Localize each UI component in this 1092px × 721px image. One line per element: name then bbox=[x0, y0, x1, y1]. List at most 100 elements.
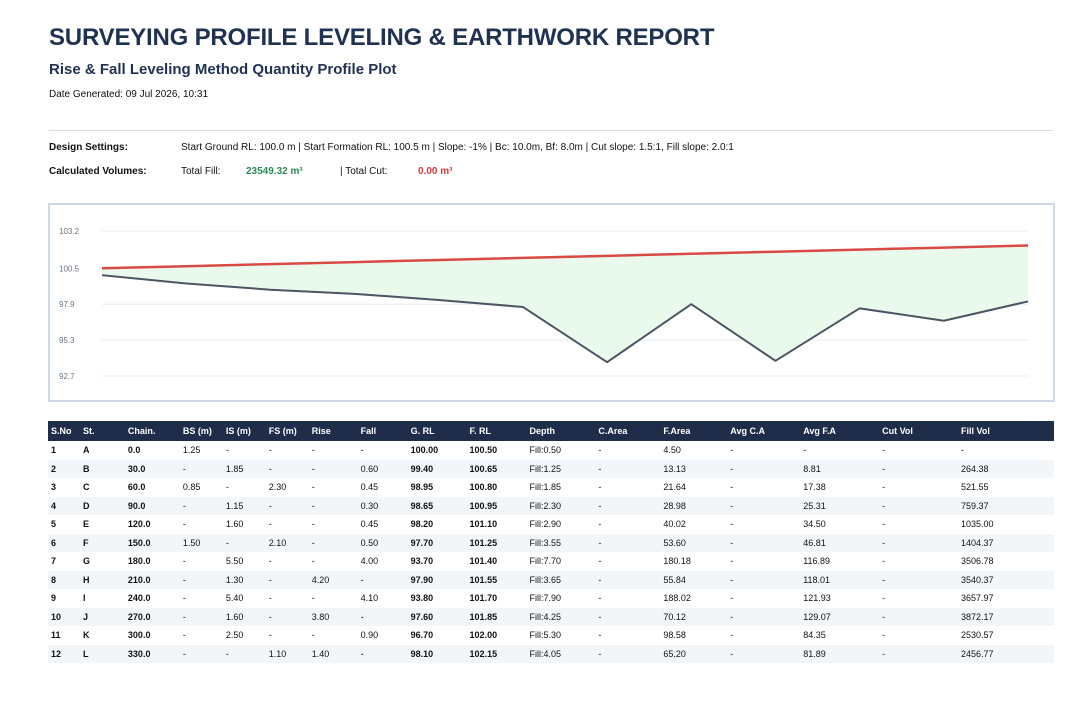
table-cell: Fill:2.30 bbox=[526, 496, 596, 515]
table-cell: - bbox=[882, 482, 886, 493]
table-cell: - bbox=[598, 630, 602, 641]
table-cell: - bbox=[882, 519, 886, 530]
table-cell: 2 bbox=[48, 459, 80, 478]
table-cell: Fill:3.65 bbox=[526, 570, 596, 589]
table-cell: - bbox=[727, 533, 801, 552]
table-cell: - bbox=[730, 556, 734, 567]
table-cell: 1.30 bbox=[222, 570, 266, 589]
table-cell: Fill:4.05 bbox=[526, 644, 596, 663]
table-cell: 6 bbox=[48, 533, 80, 552]
column-header: IS (m) bbox=[222, 421, 266, 441]
table-cell: 30.0 bbox=[124, 459, 180, 478]
table-cell: 97.90 bbox=[407, 570, 467, 589]
table-cell: 102.15 bbox=[466, 644, 527, 663]
table-cell: 0.90 bbox=[360, 630, 379, 641]
table-cell: 98.10 bbox=[407, 644, 467, 663]
table-cell: 65.20 bbox=[660, 644, 728, 663]
table-cell: Fill:1.85 bbox=[529, 482, 561, 493]
table-row: 2 B 30.0-1.85- -0.60 99.40 100.65 Fill:1.25-13… bbox=[48, 459, 1054, 478]
table-cell: - bbox=[960, 445, 964, 456]
table-cell: 40.02 bbox=[663, 519, 686, 530]
table-cell: - bbox=[727, 644, 801, 663]
table-cell: - bbox=[879, 644, 958, 663]
table-cell: 93.70 bbox=[410, 556, 434, 567]
table-cell: - bbox=[882, 593, 886, 604]
table-cell: 118.01 bbox=[800, 570, 880, 589]
table-cell: - bbox=[730, 593, 734, 604]
table-cell: 3.80 bbox=[308, 607, 358, 626]
table-cell: 2.30 bbox=[268, 482, 287, 493]
table-cell: - bbox=[598, 593, 602, 604]
table-cell: - bbox=[268, 630, 272, 641]
y-tick-label: 103.2 bbox=[59, 227, 80, 236]
table-cell: H bbox=[79, 570, 125, 589]
table-cell: - bbox=[179, 644, 223, 663]
table-cell: 270.0 bbox=[124, 607, 180, 626]
table-cell: 100.50 bbox=[469, 445, 498, 456]
column-header: St. bbox=[79, 421, 125, 441]
leveling-table: S.No St. Chain. BS (m) IS (m) FS (m) Rise Fall G… bbox=[48, 421, 1054, 663]
y-tick-label: 100.5 bbox=[59, 264, 80, 273]
table-cell: 4.50 bbox=[663, 445, 681, 456]
table-cell: - bbox=[308, 533, 358, 552]
table-cell: - bbox=[882, 556, 886, 567]
table-cell: 1404.37 bbox=[957, 533, 1054, 552]
table-cell: - bbox=[730, 519, 734, 530]
table-cell: - bbox=[598, 482, 602, 493]
table-row: 10 J 270.0-1.60-3.80-97.60 101.85 Fill:4.25-… bbox=[48, 607, 1054, 626]
profile-chart: 92.7 95.3 97.9 100.5 103.2 bbox=[48, 203, 1055, 402]
table-cell: 330.0 bbox=[124, 644, 180, 663]
table-cell: 55.84 bbox=[660, 570, 728, 589]
table-cell: 521.55 bbox=[960, 482, 989, 493]
column-header: Avg C.A bbox=[727, 421, 801, 441]
table-cell: 100.65 bbox=[466, 459, 527, 478]
table-cell: 97.60 bbox=[407, 607, 467, 626]
table-cell: 97.70 bbox=[407, 533, 467, 552]
table-cell: K bbox=[82, 630, 90, 641]
table-row: 6 F 150.0 1.50-2.10-0.50 97.70 101.25 Fill:3.5… bbox=[48, 533, 1054, 552]
table-cell: 8.81 bbox=[800, 459, 880, 478]
calculated-volumes-label: Calculated Volumes: bbox=[49, 166, 147, 177]
table-cell: 3657.97 bbox=[960, 593, 994, 604]
table-row: 7 G 180.0 - 5.50 - - 4.00 93.70 101.40 Fill:7.70 - 1… bbox=[48, 552, 1054, 571]
table-cell: 264.38 bbox=[957, 459, 1054, 478]
column-header: F.Area bbox=[660, 421, 728, 441]
header-divider bbox=[49, 130, 1053, 131]
table-cell: A bbox=[82, 445, 90, 456]
table-cell: 4 bbox=[48, 496, 80, 515]
table-cell: - bbox=[268, 556, 272, 567]
table-cell: 5.40 bbox=[225, 593, 244, 604]
column-header: S.No bbox=[48, 421, 80, 441]
table-cell: 0.30 bbox=[357, 496, 408, 515]
table-row: 1 A 0.0 1.25 - - - - 100.00 100.50 Fill:0.50 - 4.50 -… bbox=[48, 441, 1054, 460]
table-cell: 101.25 bbox=[466, 533, 527, 552]
total-fill-label: Total Fill: bbox=[181, 166, 221, 177]
table-cell: 101.70 bbox=[469, 593, 498, 604]
table-cell: - bbox=[730, 630, 734, 641]
column-header: Rise bbox=[308, 421, 358, 441]
table-cell: - bbox=[225, 482, 229, 493]
table-cell: L bbox=[79, 644, 125, 663]
table-cell: 1.40 bbox=[308, 644, 358, 663]
table-cell: 100.80 bbox=[469, 482, 498, 493]
table-cell: - bbox=[803, 445, 807, 456]
column-header: Fill Vol bbox=[957, 421, 1054, 441]
y-tick-label: 92.7 bbox=[59, 372, 75, 381]
table-cell: - bbox=[268, 519, 272, 530]
table-cell: 53.60 bbox=[660, 533, 728, 552]
table-cell: 1.25 bbox=[182, 445, 201, 456]
table-cell: D bbox=[79, 496, 125, 515]
table-cell: Fill:2.90 bbox=[529, 519, 561, 530]
table-cell: 2456.77 bbox=[957, 644, 1054, 663]
table-cell: - bbox=[879, 607, 958, 626]
table-cell: - bbox=[879, 459, 958, 478]
table-row: 5 E 120.0 - 1.60 - - 0.45 98.20 101.10 Fill:2.90 - 4… bbox=[48, 515, 1054, 534]
total-cut-label: | Total Cut: bbox=[340, 166, 388, 177]
table-cell: - bbox=[595, 459, 661, 478]
table-cell: - bbox=[727, 459, 801, 478]
table-cell: 300.0 bbox=[127, 630, 151, 641]
table-cell: 7 bbox=[51, 556, 57, 567]
table-cell: 0.45 bbox=[360, 519, 379, 530]
table-row: 9 I 240.0 - 5.40 - - 4.10 93.80 101.70 Fill:7.90 - 1… bbox=[48, 589, 1054, 608]
table-row: 11 K 300.0 - 2.50 - - 0.90 96.70 102.00 Fill:5.30 -… bbox=[48, 626, 1054, 645]
